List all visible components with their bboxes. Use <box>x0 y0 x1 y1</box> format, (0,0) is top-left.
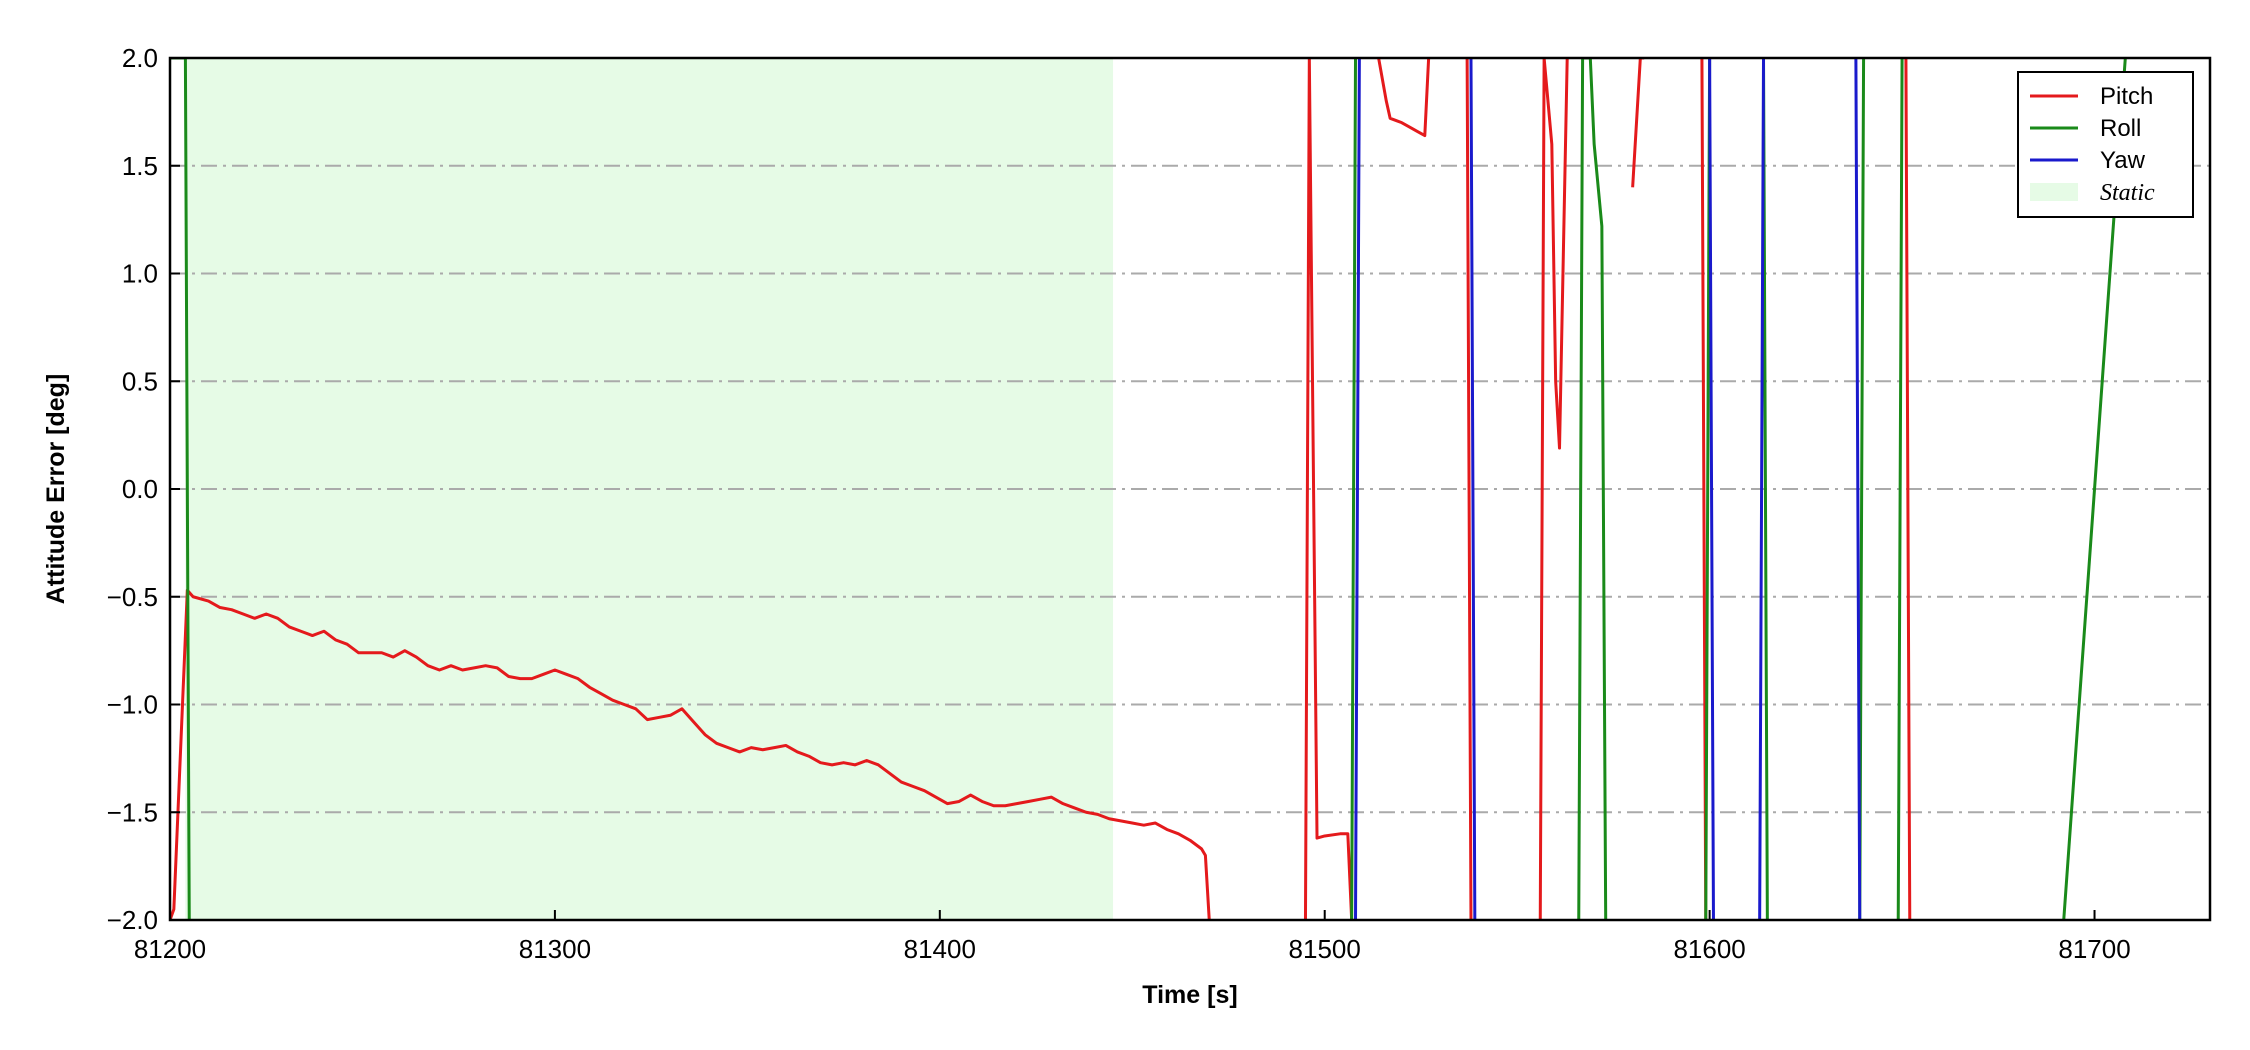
series-line-yaw <box>1354 58 1862 920</box>
x-axis-title: Time [s] <box>1142 981 1237 1009</box>
y-tick-label: 0.0 <box>122 474 158 504</box>
x-tick-label: 81500 <box>1289 934 1361 964</box>
legend: Pitch Roll Yaw Static <box>2017 71 2194 218</box>
x-tick-label: 81600 <box>1673 934 1745 964</box>
y-tick-label: −1.0 <box>107 690 158 720</box>
y-axis-title: Attitude Error [deg] <box>42 374 70 605</box>
series-line-pitch <box>170 58 1912 920</box>
y-tick-label: −0.5 <box>107 582 158 612</box>
legend-label-pitch: Pitch <box>2100 83 2153 110</box>
axis-ticks: −2.0 −1.5 −1.0 −0.5 0.0 0.5 1.0 1.5 2.0 81200 8130… <box>107 43 2131 964</box>
series-lines <box>170 58 2127 920</box>
y-tick-label: −2.0 <box>107 905 158 935</box>
legend-label-static: Static <box>2100 180 2155 206</box>
x-tick-label: 81700 <box>2058 934 2130 964</box>
legend-swatch-static <box>2030 183 2078 201</box>
x-tick-label: 81300 <box>519 934 591 964</box>
y-tick-label: −1.5 <box>107 797 158 827</box>
y-tick-label: 2.0 <box>122 43 158 73</box>
legend-label-yaw: Yaw <box>2100 147 2146 174</box>
legend-label-roll: Roll <box>2100 115 2141 142</box>
series-line-roll <box>170 58 2127 920</box>
y-tick-label: 0.5 <box>122 366 158 396</box>
x-tick-label: 81200 <box>134 934 206 964</box>
x-tick-label: 81400 <box>904 934 976 964</box>
y-tick-label: 1.0 <box>122 259 158 289</box>
y-tick-label: 1.5 <box>122 151 158 181</box>
